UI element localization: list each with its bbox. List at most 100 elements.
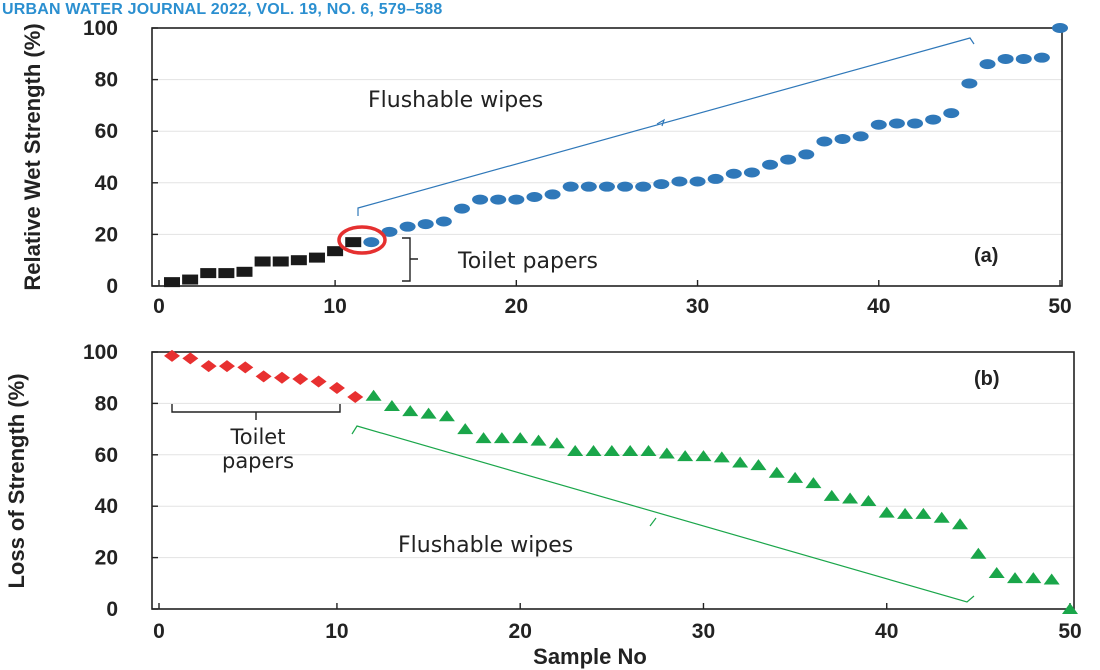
- data-point: [585, 444, 602, 456]
- data-point: [383, 399, 400, 411]
- panel-b-grid: [152, 402, 1074, 559]
- data-point: [952, 518, 969, 530]
- y-tick-label: 20: [95, 223, 118, 246]
- data-point: [182, 274, 199, 285]
- data-point: [617, 181, 634, 192]
- data-point: [512, 432, 529, 444]
- data-point: [713, 451, 730, 463]
- data-point: [182, 352, 199, 365]
- data-point: [798, 149, 815, 160]
- panel-a-y-axis-label: Relative Wet Strength (%): [20, 23, 45, 290]
- data-point: [1007, 572, 1024, 584]
- panel-a-frame: [151, 27, 1063, 287]
- y-tick-label: 80: [95, 69, 118, 92]
- data-point: [907, 118, 924, 129]
- data-point: [852, 131, 869, 142]
- x-tick-label: 40: [867, 295, 890, 318]
- panel-a: 0 20 40 60 80 100 0 10 20 30 40 50 Relative Wet St…: [20, 17, 1072, 318]
- x-tick-label: 40: [875, 620, 898, 643]
- data-point: [1052, 23, 1068, 33]
- panel-b-label: (b): [974, 368, 1000, 390]
- data-point: [834, 133, 851, 144]
- data-point: [292, 372, 309, 385]
- data-point: [438, 410, 455, 422]
- data-point: [732, 456, 749, 468]
- data-point: [457, 423, 474, 435]
- data-point: [878, 506, 895, 518]
- x-tick-label: 50: [1048, 295, 1071, 318]
- panel-b-wipes-bracket: [351, 425, 975, 603]
- data-point: [997, 53, 1014, 64]
- data-point: [255, 370, 272, 383]
- data-point: [816, 136, 833, 147]
- data-point: [725, 168, 742, 179]
- data-point: [689, 176, 706, 187]
- data-point: [988, 567, 1005, 579]
- y-tick-label: 100: [83, 17, 118, 40]
- data-point: [530, 434, 547, 446]
- data-point: [780, 154, 797, 165]
- data-point: [1025, 572, 1042, 584]
- data-point: [310, 375, 327, 388]
- data-point: [695, 450, 712, 462]
- data-point: [200, 268, 217, 279]
- panel-b: 0 20 40 60 80 100 0 10 20 30 40 50 Loss of Strengt…: [4, 341, 1082, 669]
- panel-a-label: (a): [974, 245, 998, 267]
- data-point: [897, 507, 914, 519]
- data-point: [635, 181, 652, 192]
- data-point: [979, 59, 996, 70]
- y-tick-label: 40: [95, 495, 118, 518]
- data-point: [475, 432, 492, 444]
- x-tick-label: 30: [686, 295, 709, 318]
- journal-header: URBAN WATER JOURNAL 2022, VOL. 19, NO. 6…: [2, 1, 443, 18]
- panel-a-marks: [164, 23, 1068, 288]
- data-point: [567, 444, 584, 456]
- data-point: [658, 447, 675, 459]
- data-point: [402, 405, 419, 417]
- data-point: [970, 547, 987, 559]
- panel-a-wipes-label: Flushable wipes: [368, 88, 543, 113]
- data-point: [787, 471, 804, 483]
- panel-b-frame: [151, 351, 1075, 610]
- x-tick-label: 10: [323, 295, 346, 318]
- y-tick-label: 20: [95, 547, 118, 570]
- panel-b-wipes-bracket-tip: [649, 517, 657, 527]
- data-point: [544, 189, 561, 200]
- data-point: [933, 511, 950, 523]
- data-point: [453, 203, 470, 214]
- data-point: [472, 194, 489, 205]
- y-tick-label: 100: [83, 341, 118, 364]
- data-point: [671, 176, 688, 187]
- panel-a-grid: [152, 79, 1062, 235]
- panel-b-toilet-label-line2: papers: [222, 449, 294, 473]
- data-point: [707, 173, 724, 184]
- panel-a-toilet-bracket: [402, 237, 418, 282]
- data-point: [677, 450, 694, 462]
- data-point: [870, 119, 887, 130]
- panel-b-marks: [164, 349, 1078, 614]
- data-point: [490, 194, 507, 205]
- panel-a-wipes-bracket: [357, 37, 975, 216]
- panel-a-highlight-circle: [337, 225, 387, 255]
- data-point: [347, 390, 364, 403]
- data-point: [598, 181, 615, 192]
- y-tick-label: 40: [95, 172, 118, 195]
- panel-a-wipes-bracket-tip: [656, 118, 666, 127]
- data-point: [237, 361, 254, 374]
- y-tick-label: 0: [106, 598, 118, 621]
- data-point: [842, 492, 859, 504]
- data-point: [1043, 573, 1060, 585]
- data-point: [381, 226, 398, 237]
- panel-b-toilet-bracket: [171, 404, 341, 420]
- data-point: [399, 221, 416, 232]
- panel-b-y-ticks: 0 20 40 60 80 100: [83, 341, 158, 621]
- x-tick-label: 0: [153, 295, 165, 318]
- x-tick-label: 10: [325, 620, 348, 643]
- panel-b-wipes-label: Flushable wipes: [398, 533, 573, 558]
- x-tick-label: 20: [509, 620, 532, 643]
- data-point: [164, 277, 180, 288]
- data-point: [823, 489, 840, 501]
- panel-a-x-ticks: 0 10 20 30 40 50: [153, 280, 1072, 318]
- panel-b-toilet-label-line1: Toilet: [230, 425, 286, 449]
- y-tick-label: 60: [95, 444, 118, 467]
